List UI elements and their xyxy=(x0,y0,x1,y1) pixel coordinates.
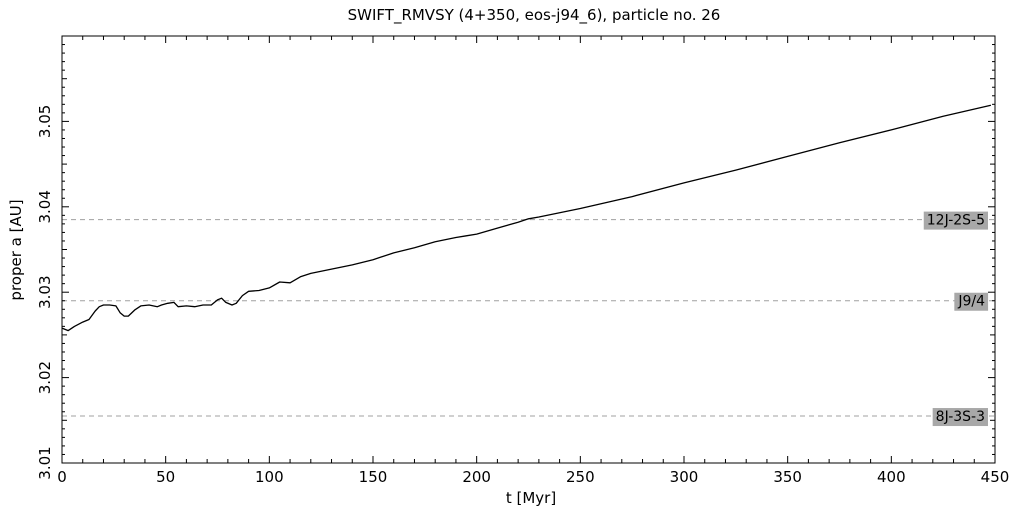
x-tick-label: 0 xyxy=(57,468,67,486)
x-tick-label: 100 xyxy=(255,468,284,486)
x-tick-label: 200 xyxy=(462,468,491,486)
resonance-label-box xyxy=(954,292,989,311)
series-line xyxy=(61,104,992,332)
x-tick-label: 450 xyxy=(981,468,1010,486)
resonance-label-text: 8J-3S-3 xyxy=(936,409,985,425)
x-tick-label: 50 xyxy=(156,468,175,486)
resonance-label: 8J-3S-3 xyxy=(932,408,988,427)
y-axis-label: proper a [AU] xyxy=(7,199,25,300)
x-axis-label: t [Myr] xyxy=(506,489,556,507)
y-tick-label: 3.04 xyxy=(36,190,54,223)
x-tick-label: 400 xyxy=(877,468,906,486)
resonance-label-box xyxy=(923,211,988,230)
y-tick-label: 3.01 xyxy=(36,446,54,479)
plot-frame xyxy=(61,35,996,464)
chart-title: SWIFT_RMVSY (4+350, eos-j94_6), particle… xyxy=(348,6,721,25)
y-tick-label: 3.02 xyxy=(36,361,54,394)
resonance-label-text: J9/4 xyxy=(957,294,985,310)
resonance-label-box xyxy=(932,408,988,427)
y-tick-label: 3.05 xyxy=(36,105,54,138)
x-tick-label: 150 xyxy=(359,468,388,486)
x-tick-label: 250 xyxy=(566,468,595,486)
resonance-label-text: 12J-2S-5 xyxy=(927,213,985,229)
resonance-label: 12J-2S-5 xyxy=(923,211,988,230)
x-tick-label: 300 xyxy=(670,468,699,486)
resonance-label: J9/4 xyxy=(954,292,989,311)
x-tick-label: 350 xyxy=(773,468,802,486)
y-tick-label: 3.03 xyxy=(36,275,54,308)
